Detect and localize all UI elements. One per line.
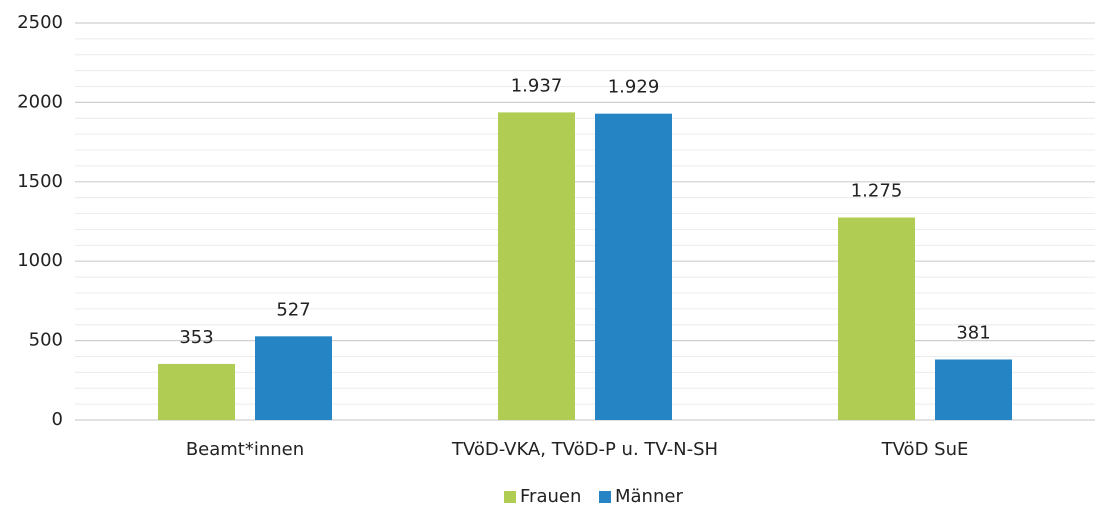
x-tick-label: TVöD-VKA, TVöD-P u. TV-N-SH [451,439,718,460]
value-label: 527 [276,299,310,320]
bar [158,363,235,420]
y-tick-label: 1000 [17,250,63,271]
value-label: 353 [179,327,213,348]
bar [255,336,332,420]
value-label: 1.275 [851,181,903,202]
bar [935,359,1012,420]
x-tick-label: TVöD SuE [881,439,969,460]
legend-swatch [599,491,611,503]
bar [498,112,575,420]
y-tick-label: 0 [52,409,63,430]
legend-label: Männer [615,486,683,507]
y-tick-label: 2000 [17,91,63,112]
value-label: 1.937 [511,75,563,96]
bar [595,113,672,420]
value-label: 1.929 [608,77,660,98]
x-tick-label: Beamt*innen [186,439,304,460]
legend-swatch [504,491,516,503]
value-label: 381 [956,322,990,343]
y-tick-label: 1500 [17,171,63,192]
bar [838,217,915,420]
y-tick-label: 2500 [17,12,63,33]
legend-label: Frauen [520,486,581,507]
y-tick-label: 500 [29,330,63,351]
